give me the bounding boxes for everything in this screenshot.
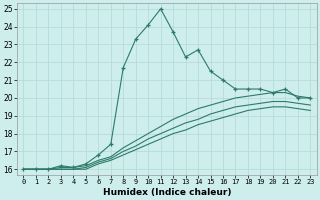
- X-axis label: Humidex (Indice chaleur): Humidex (Indice chaleur): [103, 188, 231, 197]
